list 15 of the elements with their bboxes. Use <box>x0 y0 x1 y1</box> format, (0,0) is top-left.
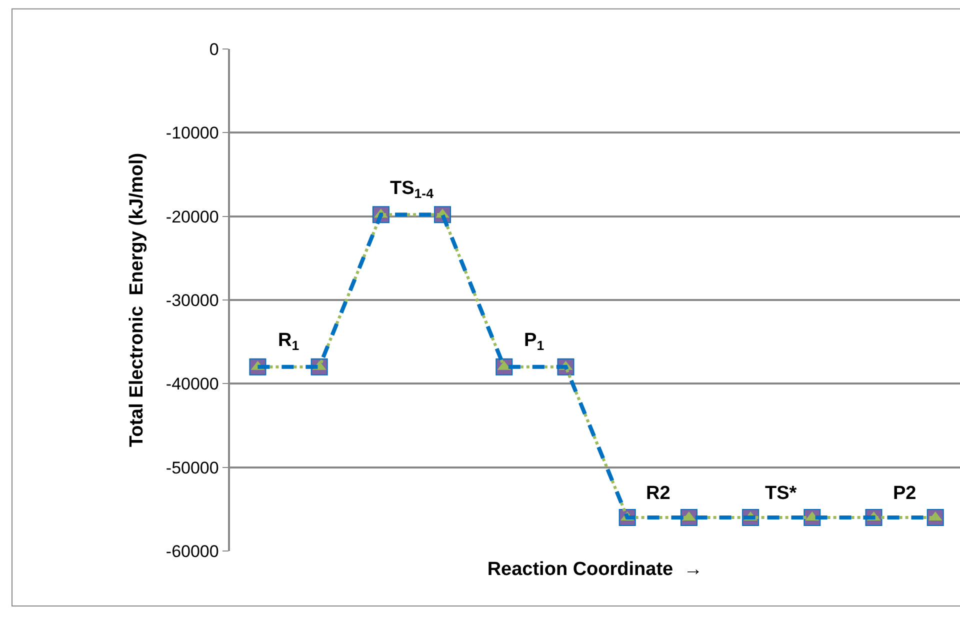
y-tick-label: -30000 <box>166 290 219 310</box>
annotation: R2 <box>646 483 670 504</box>
y-tick-label: -60000 <box>166 542 219 561</box>
annotation: R$_{1}$ <box>278 330 300 353</box>
y-tick-label: -20000 <box>166 207 219 226</box>
annotation: TS* <box>765 483 798 504</box>
y-axis-title: Total Electronic Energy (kJ/mol) <box>126 152 148 448</box>
y-tick-label: -10000 <box>166 124 219 143</box>
x-axis-title: Reaction Coordinate → <box>487 558 703 580</box>
annotation: P$_{1}$ <box>524 330 545 353</box>
y-tick-label: -40000 <box>166 374 219 394</box>
annotation: P2 <box>893 483 916 504</box>
annotation: TS$_{1-4}$ <box>390 178 434 201</box>
y-tick-label: -50000 <box>166 458 219 478</box>
y-tick-label: 0 <box>209 40 219 59</box>
